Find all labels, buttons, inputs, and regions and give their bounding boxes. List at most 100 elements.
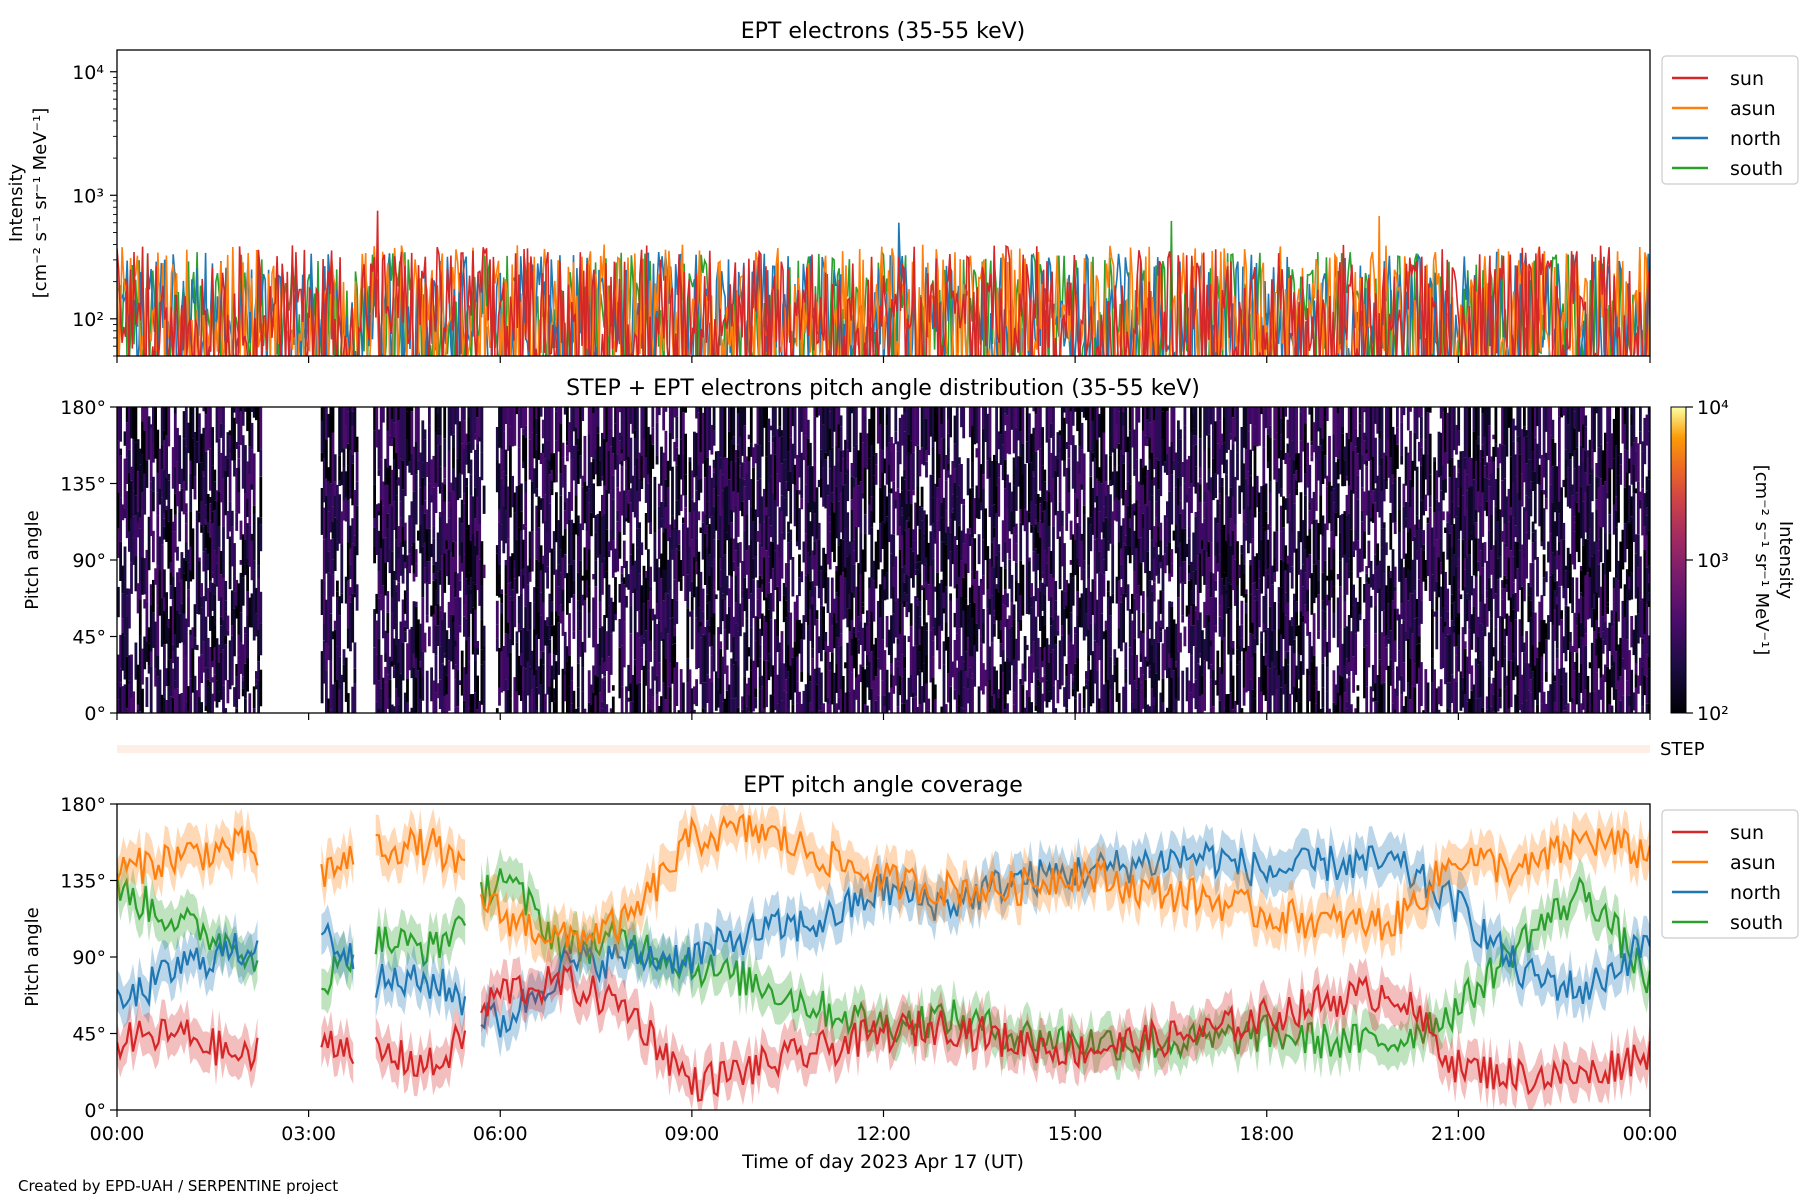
heatmap-cell xyxy=(438,610,442,647)
heatmap-cell xyxy=(855,586,858,638)
heatmap-cell xyxy=(252,569,256,618)
heatmap-cell xyxy=(401,642,405,681)
heatmap-cell xyxy=(1512,556,1515,583)
heatmap-cell xyxy=(1207,589,1211,616)
heatmap-cell xyxy=(572,407,576,432)
heatmap-cell xyxy=(184,503,188,513)
heatmap-cell xyxy=(169,659,173,697)
heatmap-cell xyxy=(1240,427,1244,461)
heatmap-cell xyxy=(1168,667,1171,713)
heatmap-cell xyxy=(806,502,810,553)
heatmap-cell xyxy=(662,682,666,713)
heatmap-cell xyxy=(1328,708,1331,713)
heatmap-cell xyxy=(675,416,679,439)
heatmap-cell xyxy=(1277,629,1281,676)
heatmap-cell xyxy=(1369,407,1373,461)
heatmap-cell xyxy=(515,486,519,540)
heatmap-cell xyxy=(1233,524,1237,560)
heatmap-cell xyxy=(657,662,661,692)
heatmap-cell xyxy=(942,608,946,614)
heatmap-cell xyxy=(504,602,508,634)
heatmap-cell xyxy=(798,508,801,550)
heatmap-cell xyxy=(539,658,543,685)
heatmap-cell xyxy=(901,535,904,568)
heatmap-cell xyxy=(423,500,427,514)
heatmap-cell xyxy=(633,666,637,700)
heatmap-cell xyxy=(509,652,512,699)
heatmap-cell xyxy=(699,452,703,479)
heatmap-cell xyxy=(1487,577,1491,612)
heatmap-cell xyxy=(195,564,199,614)
heatmap-cell xyxy=(1518,407,1522,437)
heatmap-cell xyxy=(1358,614,1362,621)
heatmap-cell xyxy=(852,550,856,565)
heatmap-cell xyxy=(874,676,878,701)
heatmap-cell xyxy=(1323,594,1327,612)
heatmap-cell xyxy=(710,477,714,517)
heatmap-cell xyxy=(1218,700,1222,713)
heatmap-cell xyxy=(688,546,692,592)
heatmap-cell xyxy=(1286,664,1290,689)
heatmap-cell xyxy=(395,688,398,713)
heatmap-cell xyxy=(660,553,663,579)
heatmap-cell xyxy=(1082,407,1086,418)
heatmap-cell xyxy=(329,660,333,710)
heatmap-cell xyxy=(506,407,510,451)
heatmap-cell xyxy=(1264,511,1268,531)
heatmap-cell xyxy=(629,437,633,484)
heatmap-cell xyxy=(1523,642,1526,653)
heatmap-cell xyxy=(1505,578,1509,585)
heatmap-cell xyxy=(1409,592,1412,628)
heatmap-cell xyxy=(235,579,239,592)
heatmap-cell xyxy=(344,497,348,522)
heatmap-cell xyxy=(557,407,560,452)
heatmap-cell xyxy=(1308,529,1312,555)
heatmap-cell xyxy=(1503,407,1507,446)
heatmap-cell xyxy=(257,565,260,578)
heatmap-cell xyxy=(1251,634,1255,657)
heatmap-cell xyxy=(914,674,917,697)
heatmap-cell xyxy=(226,615,230,631)
heatmap-cell xyxy=(1323,630,1327,647)
heatmap-cell xyxy=(839,450,843,473)
heatmap-cell xyxy=(1299,617,1303,656)
heatmap-cell xyxy=(1472,684,1476,713)
heatmap-cell xyxy=(1120,596,1123,603)
heatmap-cell xyxy=(147,643,151,666)
heatmap-cell xyxy=(1001,672,1005,713)
heatmap-cell xyxy=(736,631,740,667)
heatmap-cell xyxy=(791,557,795,597)
heatmap-cell xyxy=(855,444,858,479)
heatmap-cell xyxy=(1314,519,1318,565)
heatmap-cell xyxy=(756,531,760,542)
heatmap-cell xyxy=(1378,638,1382,660)
heatmap-cell xyxy=(353,642,357,669)
heatmap-cell xyxy=(1268,480,1272,493)
heatmap-cell xyxy=(789,407,793,438)
heatmap-cell xyxy=(1115,657,1119,702)
heatmap-cell xyxy=(594,532,598,561)
heatmap-cell xyxy=(1310,445,1314,457)
heatmap-cell xyxy=(1043,469,1047,482)
heatmap-cell xyxy=(397,663,401,697)
heatmap-cell xyxy=(1501,407,1504,445)
heatmap-cell xyxy=(474,449,477,488)
heatmap-cell xyxy=(938,626,942,670)
heatmap-cell xyxy=(1444,478,1447,493)
heatmap-cell xyxy=(548,686,552,713)
heatmap-cell xyxy=(1345,515,1349,564)
heatmap-cell xyxy=(1474,461,1478,491)
heatmap-cell xyxy=(756,444,760,481)
heatmap-cell xyxy=(246,498,249,517)
heatmap-cell xyxy=(134,515,138,557)
heatmap-cell xyxy=(817,588,821,599)
heatmap-cell xyxy=(178,694,182,713)
heatmap-cell xyxy=(474,647,477,661)
heatmap-cell xyxy=(145,601,149,642)
heatmap-cell xyxy=(257,578,260,630)
heatmap-cell xyxy=(1244,593,1248,604)
heatmap-cell xyxy=(209,647,212,682)
heatmap-cell xyxy=(1295,480,1298,489)
heatmap-cell xyxy=(1102,574,1106,597)
